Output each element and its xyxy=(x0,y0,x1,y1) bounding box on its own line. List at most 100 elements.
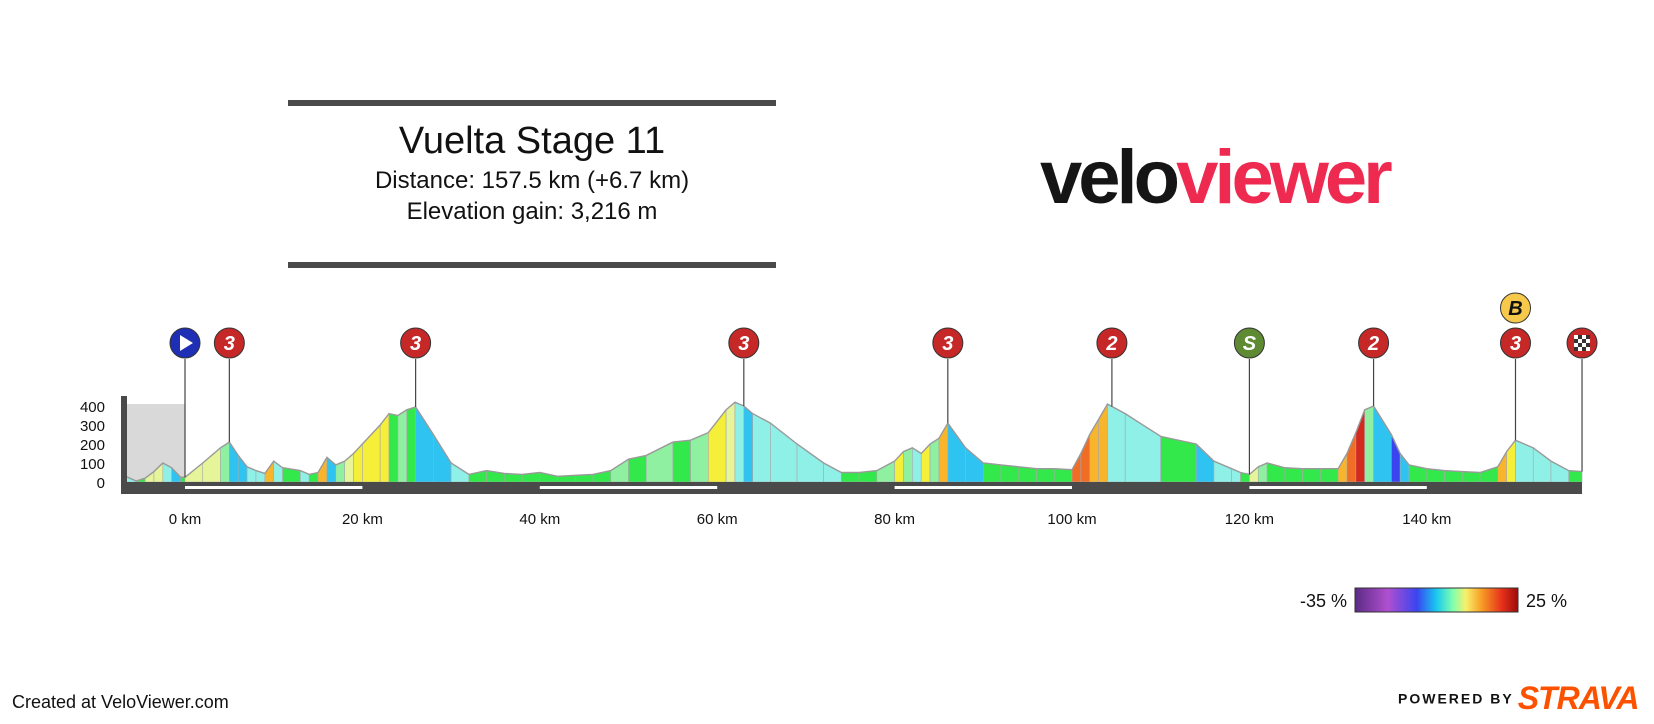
stage-title: Vuelta Stage 11 xyxy=(398,120,666,162)
title-rule-top xyxy=(288,100,776,106)
stage-distance: Distance: 157.5 km (+6.7 km) xyxy=(374,166,690,194)
climb-marker: 3 xyxy=(932,327,964,424)
profile-segment xyxy=(406,406,416,483)
profile-segment xyxy=(1089,418,1099,483)
profile-segment xyxy=(1080,434,1091,483)
elevation-profile xyxy=(125,401,1583,483)
scale-segment xyxy=(1249,486,1427,489)
bonus-badge xyxy=(1500,292,1531,324)
marker-label: S xyxy=(1243,333,1257,355)
logo-part-viewer: viewer xyxy=(1176,135,1393,220)
profile-segment xyxy=(202,447,221,483)
profile-segment xyxy=(610,458,629,483)
marker-label: 3 xyxy=(1510,333,1521,355)
powered-by-strava: POWERED BY STRAVA xyxy=(1398,680,1639,717)
profile-segment xyxy=(1373,404,1392,483)
y-tick-label: 300 xyxy=(80,418,105,435)
profile-segment xyxy=(1195,443,1215,483)
marker-label: 2 xyxy=(1105,333,1117,355)
marker-badge xyxy=(1233,327,1265,359)
legend-max-label: 25 % xyxy=(1526,591,1567,611)
finish-marker xyxy=(1566,327,1598,472)
profile-segment xyxy=(770,422,798,483)
play-icon xyxy=(180,335,193,351)
marker-badge xyxy=(1500,327,1531,359)
profile-segment xyxy=(1461,471,1481,483)
climb-marker: 2 xyxy=(1096,327,1128,407)
profile-segment xyxy=(1107,403,1126,483)
scale-segment xyxy=(894,486,1072,489)
x-tick-label: 80 km xyxy=(874,511,915,528)
profile-segment xyxy=(1568,470,1583,483)
powered-by-label: POWERED BY xyxy=(1398,690,1514,707)
profile-segment xyxy=(1320,468,1339,483)
marker-badge xyxy=(213,327,245,359)
title-box: Vuelta Stage 11 Distance: 157.5 km (+6.7… xyxy=(288,100,776,268)
profile-segment xyxy=(1532,447,1552,483)
marker-badge xyxy=(728,327,760,359)
profile-segment xyxy=(983,462,1002,483)
x-tick-label: 0 km xyxy=(169,511,202,528)
profile-segment xyxy=(1053,468,1073,483)
y-tick-label: 400 xyxy=(80,399,105,416)
x-tick-label: 120 km xyxy=(1225,511,1274,528)
profile-segment xyxy=(743,405,753,483)
profile-segment xyxy=(929,437,940,483)
x-tick-label: 100 km xyxy=(1047,511,1096,528)
profile-segment xyxy=(690,432,709,483)
profile-segment xyxy=(1497,450,1507,483)
profile-segment xyxy=(388,413,399,483)
marker-badge xyxy=(932,327,964,359)
checkered-flag-icon xyxy=(1574,335,1591,351)
profile-segment xyxy=(1399,452,1410,483)
profile-segment xyxy=(220,441,230,483)
profile-segment xyxy=(415,405,434,483)
x-tick-label: 40 km xyxy=(519,511,560,528)
marker-label: 3 xyxy=(224,333,235,355)
start-marker xyxy=(169,327,201,478)
profile-segment xyxy=(965,447,984,483)
marker-label: 3 xyxy=(942,333,953,355)
marker-badge xyxy=(1358,327,1390,359)
y-tick-label: 200 xyxy=(80,437,105,454)
bonus-label: B xyxy=(1508,298,1522,320)
logo-part-velo: velo xyxy=(1040,135,1180,220)
climb-marker: 3B xyxy=(1500,292,1531,441)
climb-marker: 2 xyxy=(1358,327,1390,406)
gradient-legend-bar xyxy=(1354,587,1519,613)
profile-segment xyxy=(947,422,966,483)
marker-badge xyxy=(1096,327,1128,359)
climb-marker: 3 xyxy=(213,327,245,443)
marker-label: 3 xyxy=(410,333,421,355)
scale-segment xyxy=(539,486,718,489)
profile-segment xyxy=(1000,464,1020,483)
profile-segment xyxy=(180,476,186,483)
profile-segment xyxy=(1444,470,1463,483)
climb-marker: 3 xyxy=(728,327,760,406)
stage-elevation-gain: Elevation gain: 3,216 m xyxy=(406,198,658,226)
profile-segment xyxy=(1036,468,1055,483)
profile-segment xyxy=(876,460,895,483)
profile-segment xyxy=(1346,432,1357,483)
profile-segment xyxy=(1124,413,1161,483)
y-axis-bar xyxy=(121,396,127,486)
profile-segment xyxy=(725,401,736,483)
x-tick-label: 60 km xyxy=(697,511,738,528)
marker-label: 3 xyxy=(738,333,749,355)
title-block: Vuelta Stage 11 Distance: 157.5 km (+6.7… xyxy=(288,120,776,226)
marker-badge xyxy=(400,327,432,359)
title-rule-bottom xyxy=(288,262,776,268)
profile-outline xyxy=(125,401,1583,482)
profile-segment xyxy=(734,401,745,483)
y-tick-label: 100 xyxy=(80,456,105,473)
profile-segment xyxy=(752,413,771,483)
profile-segment xyxy=(397,409,408,483)
profile-segment xyxy=(237,454,248,483)
profile-segment xyxy=(1249,466,1259,483)
profile-segment xyxy=(1550,460,1570,483)
neutral-zone xyxy=(125,404,185,482)
profile-segment xyxy=(1302,468,1321,483)
profile-segment xyxy=(1391,434,1401,483)
profile-segment xyxy=(796,443,824,483)
